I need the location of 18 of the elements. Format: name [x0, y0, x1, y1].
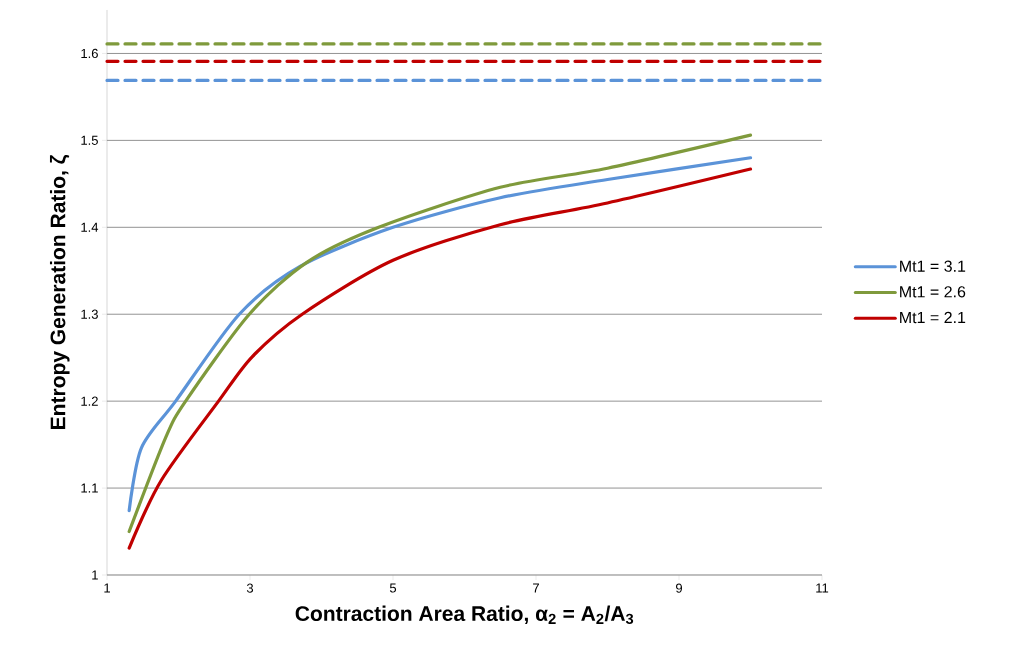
- x-tick-label: 9: [676, 583, 683, 593]
- y-tick-label: 1.2: [81, 396, 98, 406]
- legend-label: Mt1 = 2.1: [900, 311, 966, 324]
- x-tick-label: 11: [816, 583, 829, 593]
- legend-label: Mt1 = 3.1: [900, 260, 966, 272]
- y-tick-label: 1.3: [81, 309, 98, 319]
- y-tick-label: 1.5: [81, 135, 98, 145]
- x-tick-label: 1: [104, 583, 110, 593]
- y-tick-label: 1.4: [81, 222, 99, 232]
- x-tick-label: 7: [533, 583, 539, 593]
- x-tick-label: 3: [246, 583, 254, 593]
- y-tick-label: 1.1: [81, 483, 98, 493]
- y-axis-title: Entropy Generation Ratio, ζ: [49, 154, 70, 429]
- x-axis-title: Contraction Area Ratio, α$_{2}$ = A$_{2}$/A$_{3}$: [295, 605, 634, 625]
- legend-label: Mt1 = 2.6: [900, 286, 966, 298]
- y-tick-label: 1: [92, 570, 98, 580]
- y-tick-label: 1.6: [81, 48, 98, 59]
- x-tick-label: 5: [389, 583, 397, 593]
